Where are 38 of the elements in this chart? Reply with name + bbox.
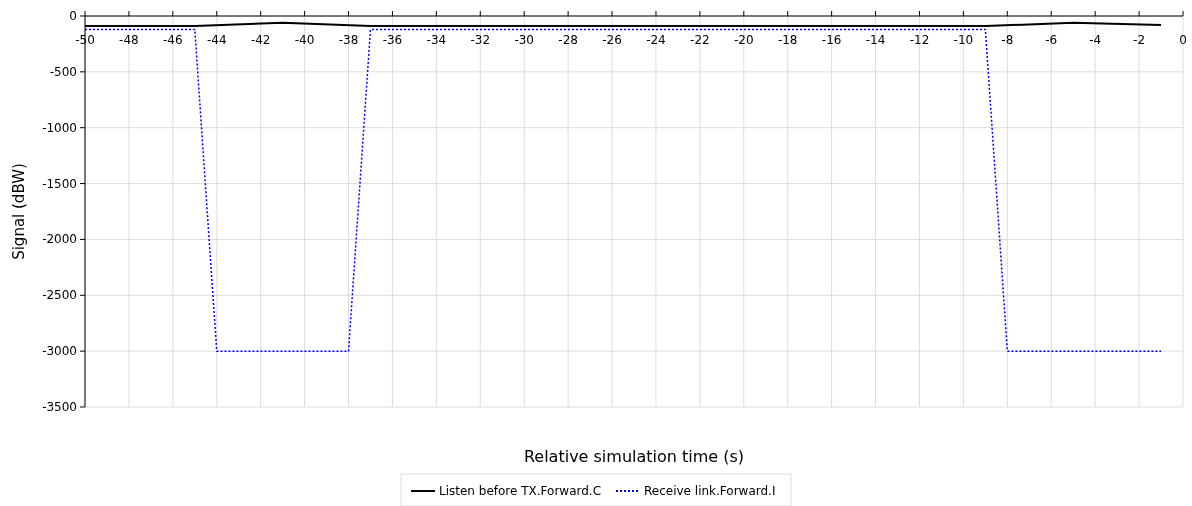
x-tick-label: -50 bbox=[75, 33, 95, 47]
y-tick-label: -500 bbox=[49, 64, 77, 79]
x-tick-label: -20 bbox=[734, 33, 754, 47]
y-tick-label: -3500 bbox=[42, 400, 77, 414]
x-tick-label: -10 bbox=[953, 33, 974, 47]
x-tick-label: -16 bbox=[821, 33, 842, 47]
x-tick-label: -42 bbox=[250, 33, 271, 47]
x-tick-label: -12 bbox=[909, 33, 930, 47]
x-tick-label: 0 bbox=[1179, 33, 1187, 47]
y-axis-title: Signal (dBW) bbox=[10, 163, 28, 260]
x-tick-label: -6 bbox=[1045, 33, 1058, 47]
y-tick-label: -2500 bbox=[42, 288, 77, 303]
x-tick-label: -2 bbox=[1133, 33, 1146, 47]
x-tick-label: -34 bbox=[426, 33, 447, 47]
x-tick-label: -26 bbox=[602, 33, 622, 47]
x-tick-label: -18 bbox=[777, 33, 798, 47]
legend-label: Receive link.Forward.I bbox=[644, 484, 776, 498]
legend-label: Listen before TX.Forward.C bbox=[439, 484, 602, 498]
x-tick-label: -22 bbox=[690, 33, 710, 47]
y-tick-label: 0 bbox=[69, 9, 77, 23]
y-tick-label: -3000 bbox=[42, 344, 77, 359]
x-tick-label: -36 bbox=[382, 33, 403, 47]
y-tick-label: -1500 bbox=[42, 176, 77, 191]
x-tick-label: -40 bbox=[294, 33, 315, 47]
x-tick-label: -46 bbox=[163, 33, 183, 47]
x-tick-label: -38 bbox=[338, 33, 359, 47]
y-tick-label: -1000 bbox=[42, 120, 77, 135]
x-tick-label: -44 bbox=[206, 33, 227, 47]
x-axis-title: Relative simulation time (s) bbox=[523, 447, 745, 466]
x-tick-label: -32 bbox=[470, 33, 491, 47]
x-tick-label: -24 bbox=[646, 33, 666, 47]
x-tick-label: -30 bbox=[514, 33, 534, 47]
y-tick-label: -2000 bbox=[42, 232, 77, 247]
x-tick-label: -28 bbox=[558, 33, 578, 47]
x-tick-label: -4 bbox=[1089, 33, 1102, 47]
x-tick-label: -14 bbox=[865, 33, 886, 47]
x-tick-label: -8 bbox=[1001, 33, 1014, 47]
x-tick-label: -48 bbox=[119, 33, 139, 47]
